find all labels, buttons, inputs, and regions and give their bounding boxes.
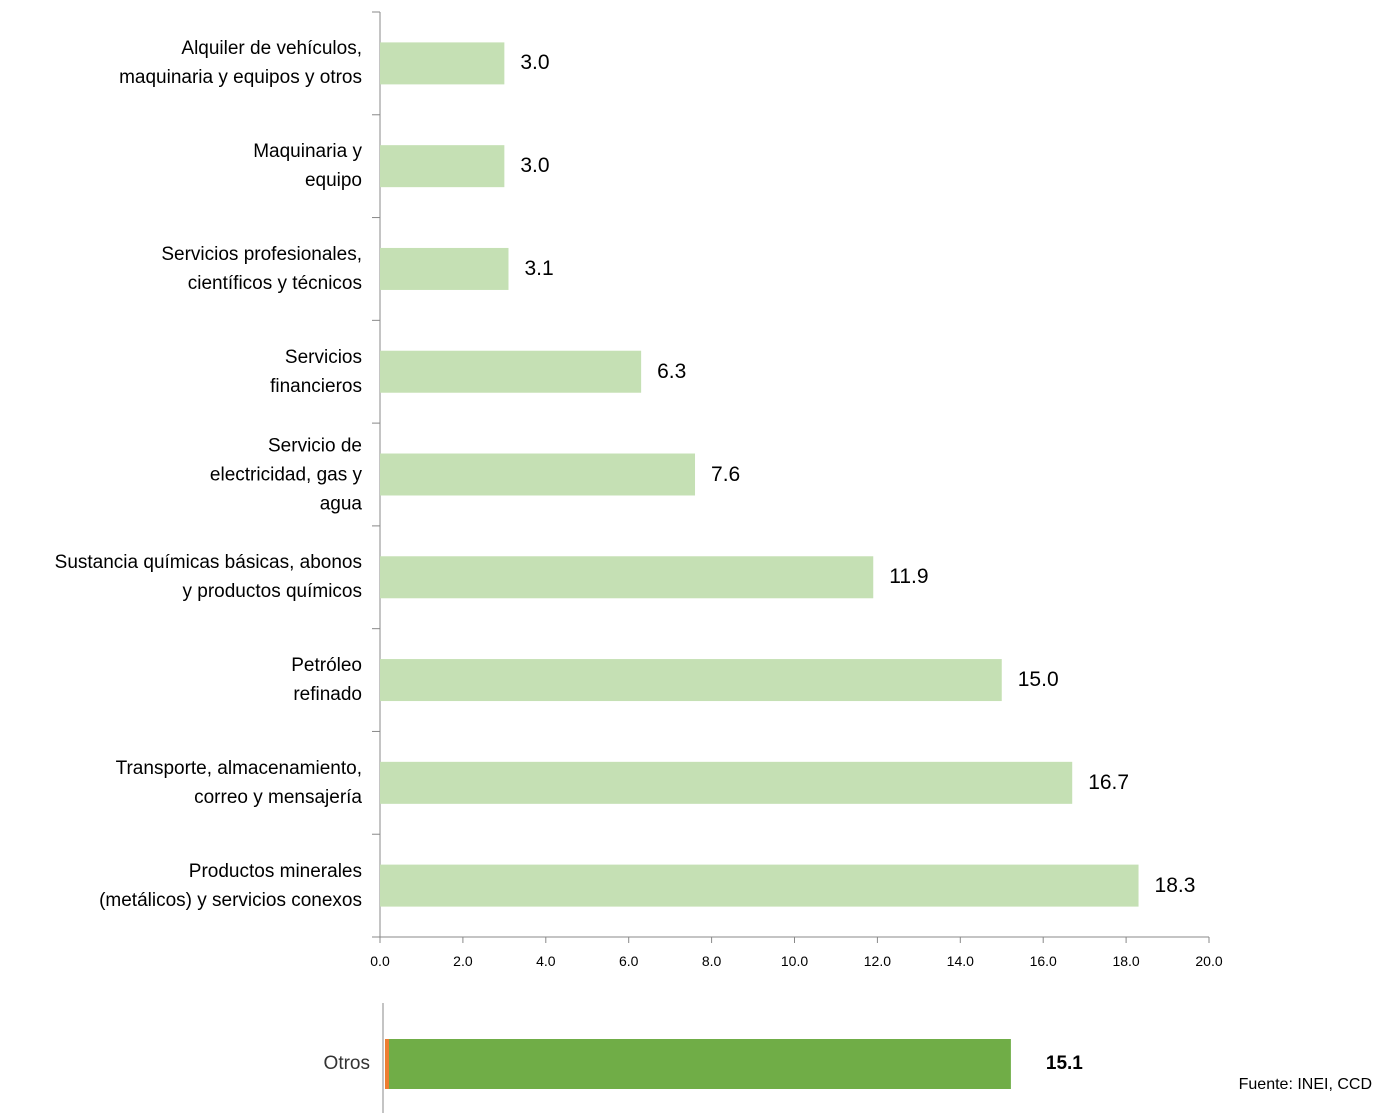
category-label: Sustancia químicas básicas, abonos y pro… — [54, 552, 362, 603]
bar — [380, 556, 874, 599]
x-tick-label: 14.0 — [946, 953, 974, 969]
x-tick-label: 18.0 — [1112, 953, 1140, 969]
bar-edge — [385, 1039, 389, 1089]
x-tick-label: 8.0 — [701, 953, 722, 969]
value-label: 16.7 — [1088, 770, 1130, 794]
value-label: 15.0 — [1017, 668, 1059, 692]
category-label: Productos minerales (metálicos) y servic… — [99, 860, 362, 911]
category-label: Alquiler de vehículos, maquinaria y equi… — [119, 38, 362, 89]
category-label: Petróleo refinado — [291, 655, 362, 706]
value-label: 3.0 — [520, 154, 550, 178]
bar — [380, 247, 509, 290]
value-label: 18.3 — [1154, 873, 1196, 897]
bar — [380, 350, 642, 393]
value-label: 7.6 — [711, 462, 741, 486]
value-label: 3.1 — [524, 256, 554, 280]
x-tick-label: 20.0 — [1195, 953, 1223, 969]
x-tick-label: 0.0 — [370, 953, 390, 969]
x-tick-label: 4.0 — [536, 953, 556, 969]
value-label: 11.9 — [889, 565, 929, 589]
x-tick-label: 16.0 — [1029, 953, 1057, 969]
bar — [380, 761, 1073, 804]
category-label: Otros — [323, 1053, 370, 1074]
category-label: Servicios financieros — [270, 346, 362, 397]
value-label: 3.0 — [520, 51, 550, 75]
bar — [380, 453, 696, 496]
bar — [380, 659, 1002, 702]
category-label: Transporte, almacenamiento, correo y men… — [115, 757, 362, 808]
bar — [385, 1039, 1011, 1089]
x-tick-label: 2.0 — [453, 953, 473, 969]
category-label: Maquinaria y equipo — [253, 141, 362, 192]
x-tick-label: 10.0 — [780, 953, 809, 969]
x-tick-label: 6.0 — [618, 953, 639, 969]
value-label: 15.1 — [1045, 1053, 1083, 1074]
category-label: Servicios profesionales, científicos y t… — [161, 243, 362, 294]
source-note: Fuente: INEI, CCD — [1238, 1076, 1372, 1093]
x-tick-label: 12.0 — [863, 953, 892, 969]
bar — [380, 145, 505, 188]
bar — [380, 864, 1139, 907]
value-label: 6.3 — [657, 359, 687, 383]
bar — [380, 42, 505, 85]
category-label: Servicio de electricidad, gas y agua — [209, 435, 362, 514]
